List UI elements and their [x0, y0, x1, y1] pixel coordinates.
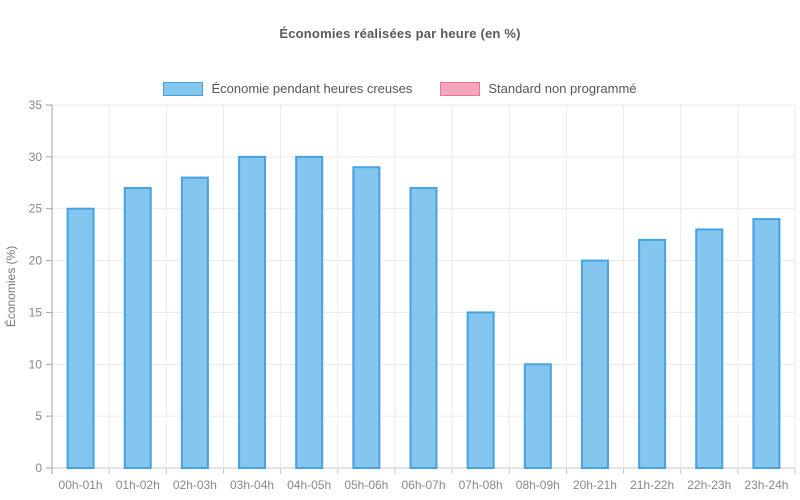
x-tick-label: 06h-07h	[401, 478, 445, 492]
chart-plot-area[interactable]: 0 5 10 15 20 25 30 35 00h-01h 01h-02h 02h-03h 03h-0…	[0, 100, 800, 500]
x-tick-label: 07h-08h	[459, 478, 503, 492]
bar-01h-02h[interactable]	[123, 186, 152, 469]
bar-23h-24h[interactable]	[752, 218, 781, 470]
bar-22h-23h[interactable]	[695, 228, 724, 469]
legend-swatch-blue	[163, 81, 204, 96]
x-tick-label: 01h-02h	[116, 478, 160, 492]
legend-item-heures-creuses[interactable]: Économie pendant heures creuses	[163, 81, 412, 96]
bar-03h-04h[interactable]	[238, 155, 267, 469]
bar-06h-07h[interactable]	[409, 186, 438, 469]
y-tick-label: 20	[29, 254, 43, 268]
bar-21h-22h[interactable]	[638, 238, 667, 469]
y-tick-label: 10	[29, 357, 43, 371]
x-tick-label: 04h-05h	[287, 478, 331, 492]
bar-08h-09h[interactable]	[523, 363, 552, 469]
x-tick-label: 02h-03h	[173, 478, 217, 492]
bar-07h-08h[interactable]	[466, 311, 495, 469]
x-tick-label: 21h-22h	[630, 478, 674, 492]
x-tick-label: 20h-21h	[573, 478, 617, 492]
y-tick-label: 30	[29, 150, 43, 164]
y-tick-label: 35	[29, 100, 43, 112]
y-tick-label: 0	[35, 461, 42, 475]
x-tick-label: 22h-23h	[687, 478, 731, 492]
x-tick-label: 05h-06h	[344, 478, 388, 492]
y-tick-label: 15	[29, 305, 43, 319]
y-tick-label: 5	[35, 409, 42, 423]
chart-legend: Économie pendant heures creuses Standard…	[0, 81, 800, 96]
chart-title: Économies réalisées par heure (en %)	[279, 26, 521, 41]
bar-02h-03h[interactable]	[180, 176, 209, 469]
y-tick-label: 25	[29, 202, 43, 216]
legend-label: Standard non programmé	[488, 81, 637, 96]
x-tick-label: 23h-24h	[744, 478, 788, 492]
legend-swatch-pink	[440, 81, 481, 96]
legend-item-standard[interactable]: Standard non programmé	[440, 81, 637, 96]
x-tick-label: 08h-09h	[516, 478, 560, 492]
bar-04h-05h[interactable]	[295, 155, 324, 469]
legend-label: Économie pendant heures creuses	[211, 81, 413, 96]
bar-20h-21h[interactable]	[580, 259, 609, 469]
bar-05h-06h[interactable]	[352, 166, 381, 469]
bar-00h-01h[interactable]	[66, 207, 95, 469]
x-tick-label: 00h-01h	[59, 478, 103, 492]
x-tick-label: 03h-04h	[230, 478, 274, 492]
y-axis-title: Économies (%)	[3, 246, 18, 327]
